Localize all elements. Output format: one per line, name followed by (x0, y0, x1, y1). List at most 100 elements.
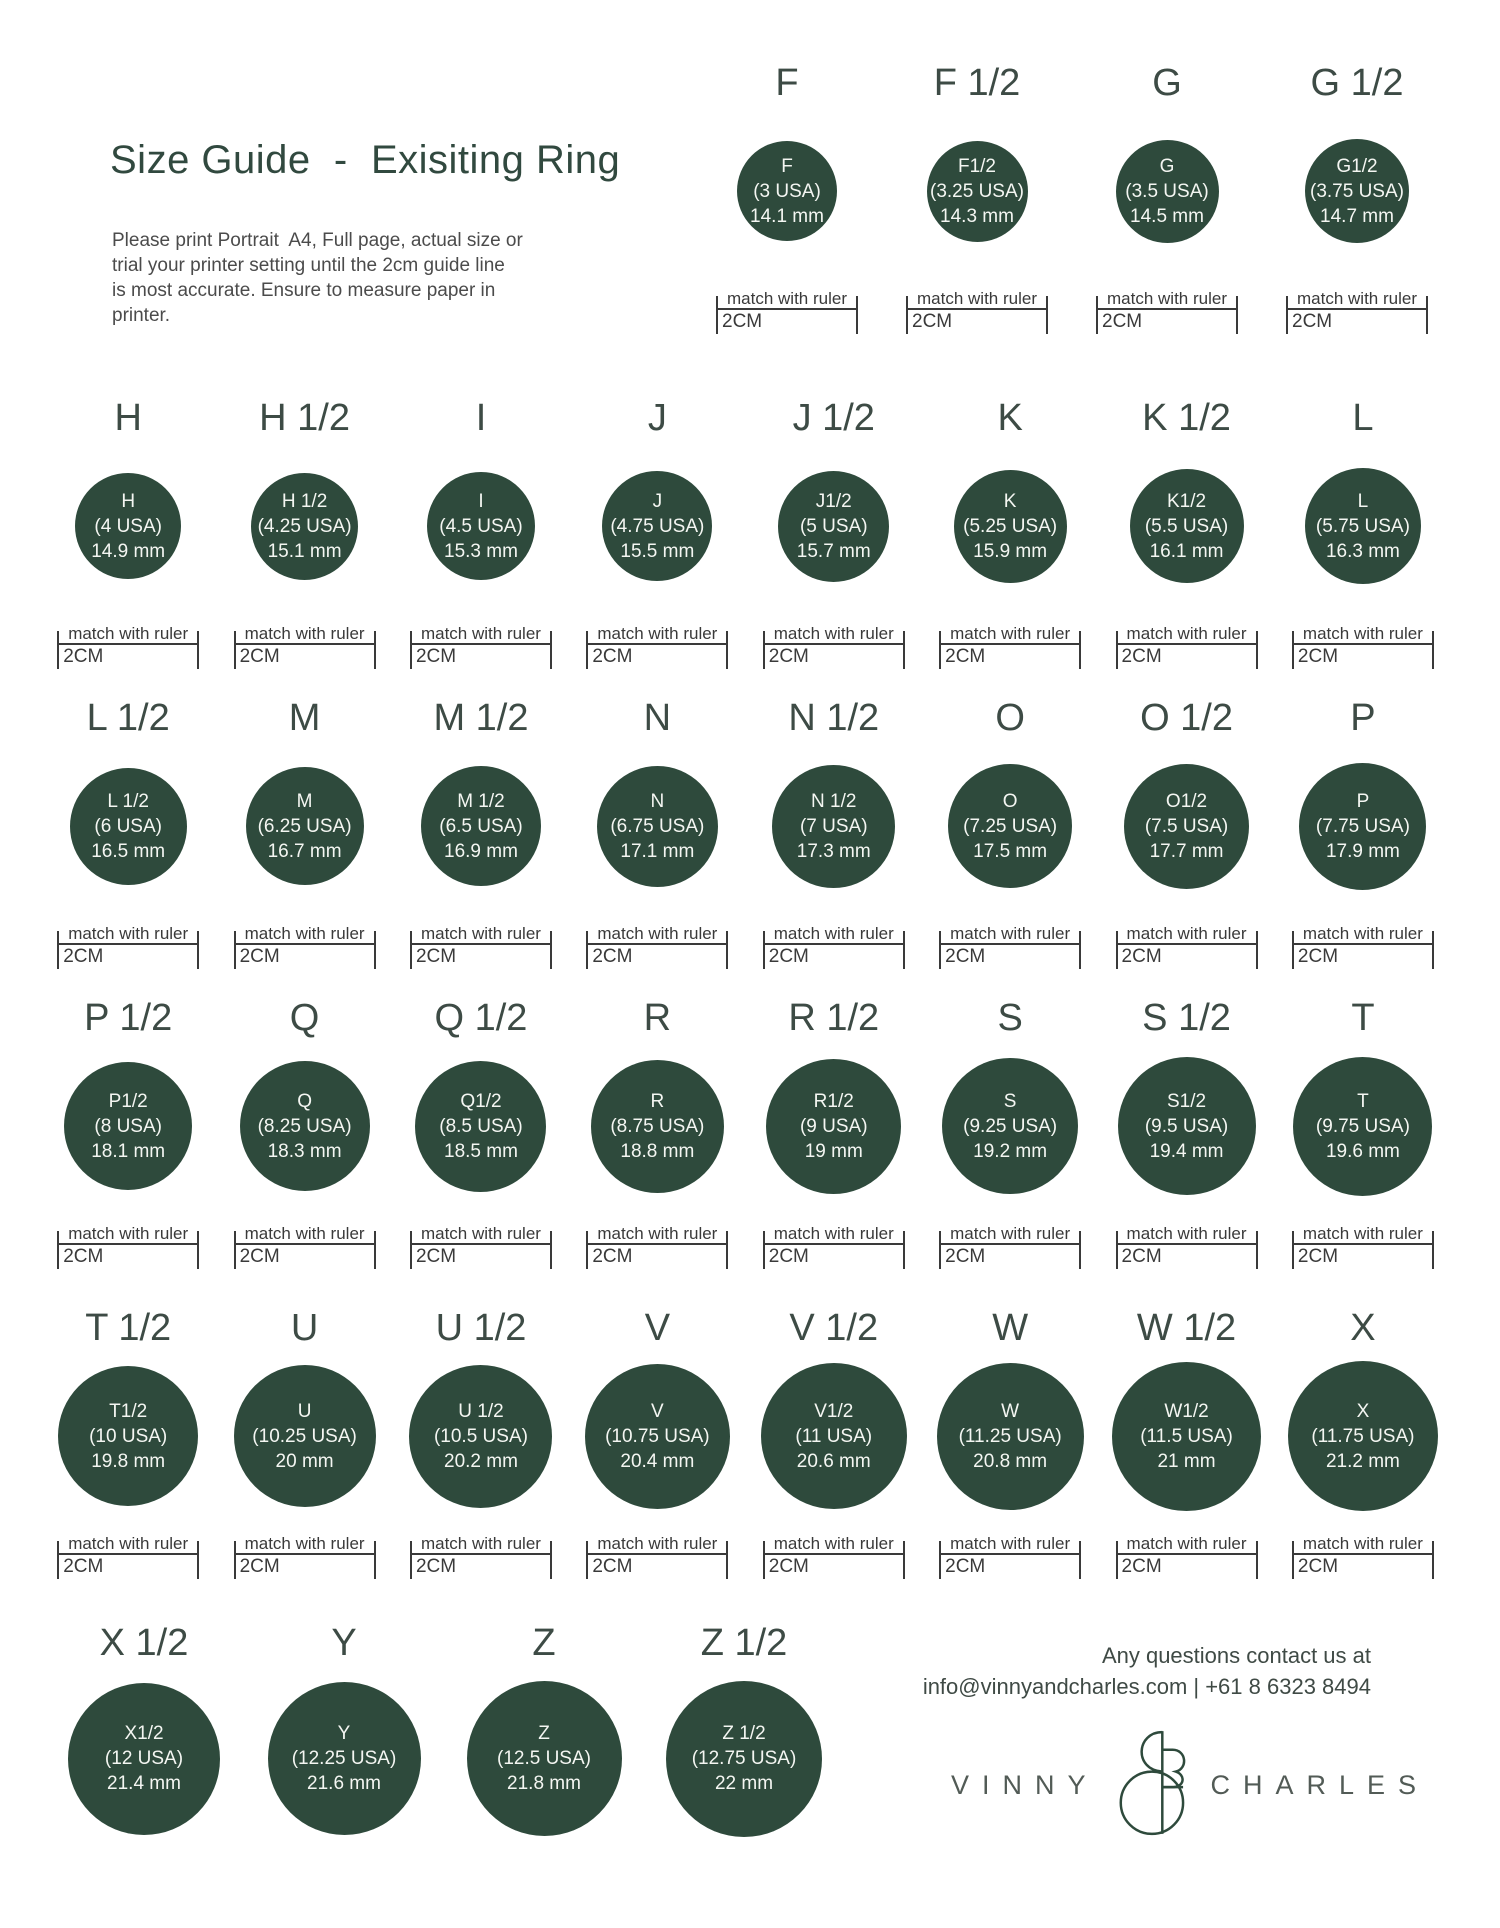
ring-size-label: O (1002, 790, 1018, 812)
circle-zone: K (5.25 USA) 15.9 mm (953, 441, 1067, 611)
size-row-4: P 1/2 P1/2 (8 USA) 18.1 mm match with ru… (40, 995, 1451, 1269)
ruler-cm-label: 2CM (239, 646, 280, 667)
ruler-tick-right-icon (373, 1541, 376, 1553)
size-cell: R 1/2 R1/2 (9 USA) 19 mm match with rule… (746, 995, 922, 1269)
ring-circle: X (11.75 USA) 21.2 mm (1287, 1361, 1438, 1511)
size-header: K 1/2 (1142, 397, 1231, 439)
ring-size-label: G1/2 (1336, 155, 1378, 177)
ruler-tick-right-icon (1431, 1231, 1434, 1243)
size-header: U 1/2 (435, 1307, 527, 1349)
size-cell: F F (3 USA) 14.1 mm match with ruler 2CM (692, 60, 882, 334)
size-cell: P P (7.75 USA) 17.9 mm match with ruler … (1275, 695, 1451, 969)
circle-zone: M 1/2 (6.5 USA) 16.9 mm (420, 741, 541, 911)
ruler-guide: match with ruler 2CM (1291, 1533, 1434, 1579)
ring-size-label: J (652, 490, 663, 512)
ring-size-label: M (296, 790, 313, 812)
ruler-guide: match with ruler 2CM (586, 1533, 729, 1579)
ruler-guide: match with ruler 2CM (233, 1223, 376, 1269)
circle-zone: K1/2 (5.5 USA) 16.1 mm (1129, 441, 1244, 611)
ring-size-label: P (1356, 790, 1370, 812)
ruler-tick-right-icon (549, 1231, 552, 1243)
ring-size-usa: (12.75 USA) (691, 1748, 797, 1769)
circle-zone: M (6.25 USA) 16.7 mm (245, 741, 364, 911)
ruler-top: match with ruler (1115, 1223, 1258, 1243)
ruler-label: match with ruler (420, 624, 541, 643)
ruler-tick-left-icon (409, 931, 412, 943)
ruler-top: match with ruler (762, 1533, 905, 1553)
size-cell: P 1/2 P1/2 (8 USA) 18.1 mm match with ru… (40, 995, 216, 1269)
ruler-line: 2CM (233, 1553, 376, 1579)
ruler-cm-label: 2CM (1102, 311, 1143, 332)
ring-size-mm: 14.9 mm (91, 540, 166, 562)
size-header: G 1/2 (1310, 62, 1404, 104)
ring-circle: R (8.75 USA) 18.8 mm (590, 1059, 724, 1193)
ring-size-mm: 17.7 mm (1149, 840, 1224, 862)
ruler-cm-label: 2CM (945, 946, 986, 967)
ruler-cm-label: 2CM (1297, 1246, 1339, 1267)
ruler-tick-left-icon (57, 631, 60, 643)
size-cell: L L (5.75 USA) 16.3 mm match with ruler … (1275, 395, 1451, 669)
ring-size-label: W (1001, 1400, 1020, 1422)
ruler-cm-label: 2CM (415, 1246, 457, 1267)
ring-circle: U (10.25 USA) 20 mm (233, 1365, 376, 1507)
ruler-label: match with ruler (244, 924, 365, 943)
ruler-label: match with ruler (950, 924, 1071, 943)
size-header: M 1/2 (433, 697, 529, 739)
ruler-tick-left-icon (57, 931, 60, 943)
ruler-tick-right-icon (1431, 1541, 1434, 1553)
ruler-label: match with ruler (773, 1224, 894, 1243)
ruler-tick-right-icon (1255, 1541, 1258, 1553)
ring-size-usa: (3.25 USA) (930, 180, 1024, 202)
ring-size-usa: (6.25 USA) (257, 815, 352, 837)
ring-circle: H 1/2 (4.25 USA) 15.1 mm (251, 472, 359, 580)
size-row-5: T 1/2 T1/2 (10 USA) 19.8 mm match with r… (40, 1305, 1451, 1579)
ruler-tick-left-icon (1115, 631, 1118, 643)
ruler-tick-right-icon (1255, 931, 1258, 943)
ruler-line: 2CM (586, 1243, 729, 1269)
ring-circle: I (4.5 USA) 15.3 mm (426, 472, 535, 580)
size-cell: K 1/2 K1/2 (5.5 USA) 16.1 mm match with … (1098, 395, 1274, 669)
ruler-tick-left-icon (233, 631, 236, 643)
ruler-line: 2CM (1115, 943, 1258, 969)
ruler-guide: match with ruler 2CM (762, 1223, 905, 1269)
size-header: I (475, 397, 487, 439)
circle-zone: U (10.25 USA) 20 mm (233, 1351, 376, 1521)
ring-size-label: H 1/2 (281, 490, 328, 512)
ruler-cm-label: 2CM (768, 946, 809, 967)
ruler-tick-left-icon (586, 631, 589, 643)
ring-size-mm: 17.9 mm (1325, 840, 1400, 862)
size-cell: I I (4.5 USA) 15.3 mm match with ruler 2… (393, 395, 569, 669)
size-cell: X X (11.75 USA) 21.2 mm match with ruler… (1275, 1305, 1451, 1579)
ring-size-label: G (1159, 155, 1175, 177)
ruler-label: match with ruler (1297, 289, 1417, 308)
size-header: O (995, 697, 1025, 739)
ruler-tick-left-icon (939, 1541, 942, 1553)
size-cell: J J (4.75 USA) 15.5 mm match with ruler … (569, 395, 745, 669)
ruler-cm-label: 2CM (592, 1246, 633, 1267)
ruler-guide: match with ruler 2CM (762, 623, 905, 669)
size-header: R 1/2 (788, 997, 880, 1039)
ruler-label: match with ruler (950, 1224, 1071, 1243)
ruler-tick-left-icon (233, 931, 236, 943)
ring-size-label: Q (297, 1090, 312, 1112)
ring-size-usa: (7.75 USA) (1315, 815, 1410, 837)
ring-circle: V (10.75 USA) 20.4 mm (584, 1363, 730, 1509)
ring-size-usa: (11.5 USA) (1140, 1425, 1233, 1447)
ring-circle: O (7.25 USA) 17.5 mm (948, 764, 1073, 888)
ruler-top: match with ruler (57, 1223, 200, 1243)
ring-size-label: Q1/2 (460, 1090, 502, 1112)
ring-size-usa: (11 USA) (795, 1425, 873, 1447)
contact-line-2: info@vinnyandcharles.com | +61 8 6323 84… (922, 1674, 1371, 1699)
ring-circle: U 1/2 (10.5 USA) 20.2 mm (409, 1364, 553, 1508)
size-cell: M 1/2 M 1/2 (6.5 USA) 16.9 mm match with… (393, 695, 569, 969)
ring-size-label: Y (337, 1723, 351, 1744)
ruler-tick-left-icon (409, 1231, 412, 1243)
ruler-guide: match with ruler 2CM (57, 923, 200, 969)
ruler-label: match with ruler (950, 624, 1071, 643)
size-cell: G G (3.5 USA) 14.5 mm match with ruler 2… (1072, 60, 1262, 334)
ruler-guide: match with ruler 2CM (1286, 288, 1428, 334)
ruler-tick-right-icon (726, 1541, 729, 1553)
ruler-tick-right-icon (1235, 296, 1238, 308)
size-header: S (997, 997, 1023, 1039)
ring-size-usa: (3 USA) (753, 180, 821, 202)
